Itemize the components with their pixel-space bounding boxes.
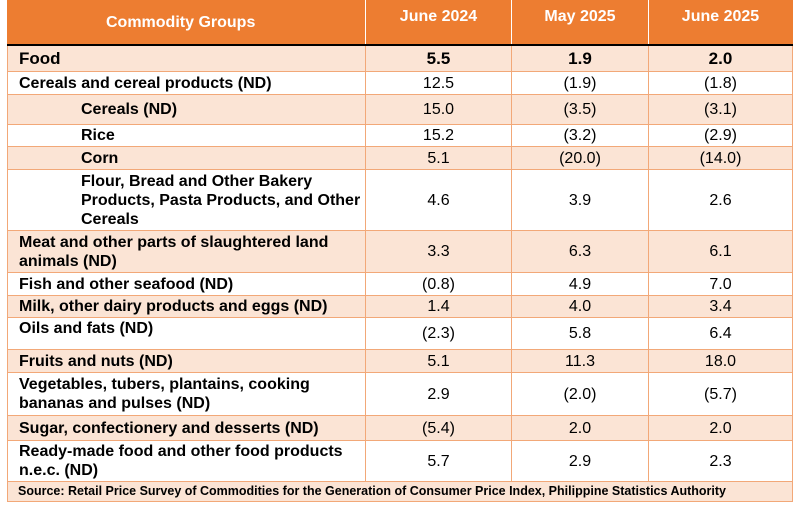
cell-may-2025: 6.3 [511,230,649,273]
cell-may-2025: 2.9 [511,440,649,482]
row-label: Cereals and cereal products (ND) [7,71,366,95]
cell-may-2025: 4.0 [511,295,649,318]
cell-june-2024: 1.4 [365,295,512,318]
row-label: Fruits and nuts (ND) [7,349,366,373]
cell-june-2024: (2.3) [365,317,512,350]
row-label: Food [7,43,366,72]
cell-may-2025: 11.3 [511,349,649,373]
cell-june-2024: 15.0 [365,94,512,125]
table-row: Vegetables, tubers, plantains, cooking b… [7,372,793,416]
header-commodity-groups: Commodity Groups [7,0,366,45]
table-row: Rice 15.2 (3.2) (2.9) [7,124,793,147]
cell-june-2024: 5.5 [365,43,512,72]
cell-june-2024: 5.1 [365,349,512,373]
cell-june-2024: (0.8) [365,272,512,296]
cell-june-2025: (3.1) [648,94,793,125]
row-label: Ready-made food and other food products … [7,440,366,482]
cell-may-2025: 1.9 [511,43,649,72]
cell-may-2025: (20.0) [511,146,649,170]
table-row: Cereals (ND) 15.0 (3.5) (3.1) [7,94,793,125]
cell-june-2025: 6.4 [648,317,793,350]
table-row: Fruits and nuts (ND) 5.1 11.3 18.0 [7,349,793,373]
cell-may-2025: (3.2) [511,124,649,147]
table-row: Ready-made food and other food products … [7,440,793,482]
row-label: Sugar, confectionery and desserts (ND) [7,415,366,441]
row-label: Rice [7,124,366,147]
cell-may-2025: 5.8 [511,317,649,350]
cell-june-2025: 2.3 [648,440,793,482]
row-label: Vegetables, tubers, plantains, cooking b… [7,372,366,416]
table-row: Flour, Bread and Other Bakery Products, … [7,169,793,231]
table-row: Meat and other parts of slaughtered land… [7,230,793,273]
cell-june-2025: (14.0) [648,146,793,170]
table-row: Milk, other dairy products and eggs (ND)… [7,295,793,318]
commodity-inflation-table: Commodity Groups June 2024 May 2025 June… [7,0,793,502]
cell-may-2025: 2.0 [511,415,649,441]
cell-june-2025: (5.7) [648,372,793,416]
cell-june-2024: (5.4) [365,415,512,441]
cell-may-2025: 3.9 [511,169,649,231]
cell-june-2025: (2.9) [648,124,793,147]
cell-may-2025: (2.0) [511,372,649,416]
cell-june-2025: 2.0 [648,415,793,441]
table-row: Cereals and cereal products (ND) 12.5 (1… [7,71,793,95]
cell-june-2024: 2.9 [365,372,512,416]
table-row-food: Food 5.5 1.9 2.0 [7,43,793,72]
table-header-row: Commodity Groups June 2024 May 2025 June… [7,0,793,45]
cell-june-2025: 3.4 [648,295,793,318]
cell-june-2025: 2.6 [648,169,793,231]
row-label: Corn [7,146,366,170]
row-label: Milk, other dairy products and eggs (ND) [7,295,366,318]
table-row: Oils and fats (ND) (2.3) 5.8 6.4 [7,317,793,350]
cell-june-2024: 3.3 [365,230,512,273]
table-row: Sugar, confectionery and desserts (ND) (… [7,415,793,441]
table-row: Fish and other seafood (ND) (0.8) 4.9 7.… [7,272,793,296]
header-may-2025: May 2025 [511,0,649,45]
cell-may-2025: 4.9 [511,272,649,296]
row-label: Cereals (ND) [7,94,366,125]
cell-june-2024: 5.7 [365,440,512,482]
cell-may-2025: (1.9) [511,71,649,95]
cell-june-2024: 12.5 [365,71,512,95]
row-label: Oils and fats (ND) [7,317,366,350]
cell-june-2024: 4.6 [365,169,512,231]
cell-june-2025: (1.8) [648,71,793,95]
table-row: Corn 5.1 (20.0) (14.0) [7,146,793,170]
cell-may-2025: (3.5) [511,94,649,125]
cell-june-2024: 5.1 [365,146,512,170]
source-row: Source: Retail Price Survey of Commoditi… [7,481,793,502]
row-label: Meat and other parts of slaughtered land… [7,230,366,273]
cell-june-2025: 6.1 [648,230,793,273]
source-note: Source: Retail Price Survey of Commoditi… [7,481,793,502]
header-june-2024: June 2024 [365,0,512,45]
header-june-2025: June 2025 [648,0,793,45]
cell-june-2025: 2.0 [648,43,793,72]
cell-june-2025: 18.0 [648,349,793,373]
cell-june-2025: 7.0 [648,272,793,296]
row-label: Flour, Bread and Other Bakery Products, … [7,169,366,231]
row-label: Fish and other seafood (ND) [7,272,366,296]
cell-june-2024: 15.2 [365,124,512,147]
